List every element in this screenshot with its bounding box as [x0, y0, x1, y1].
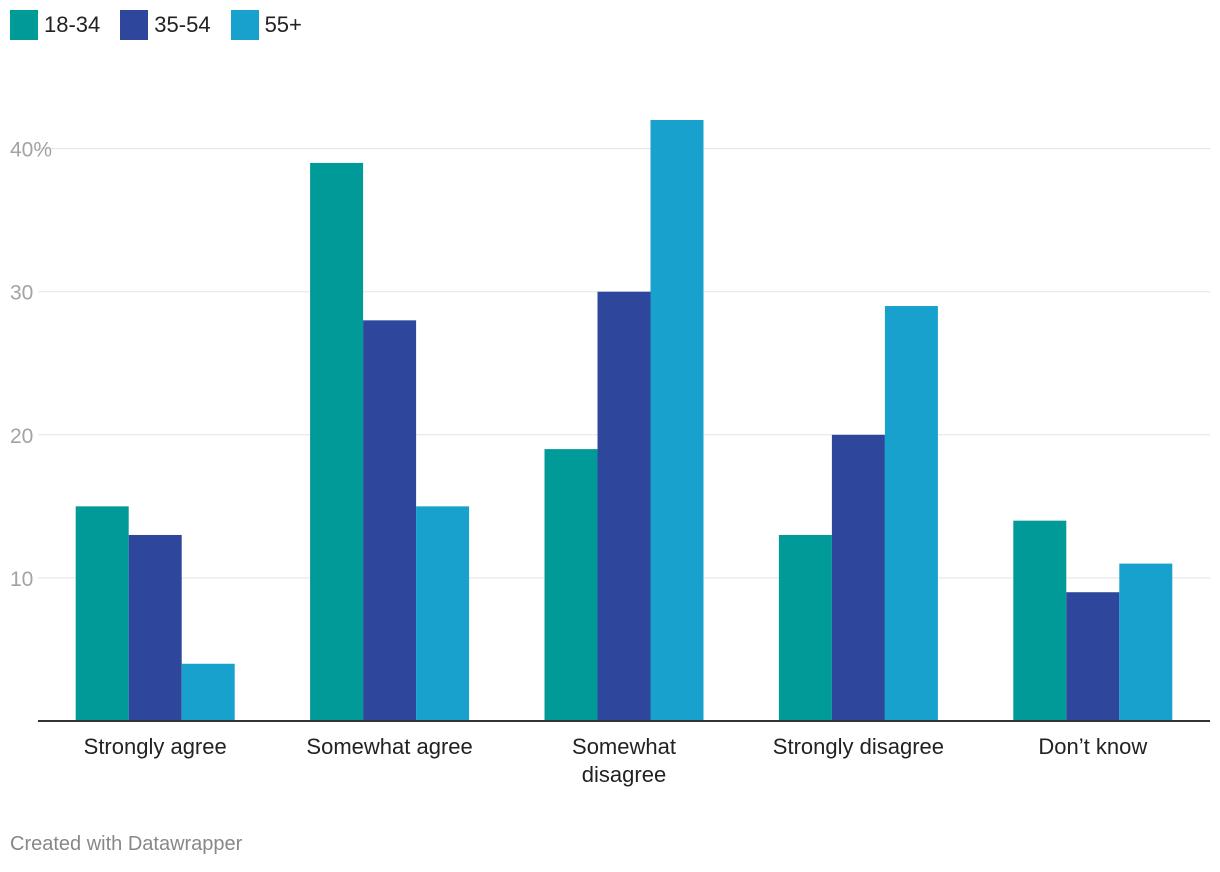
bar-55-plus-cat-4 — [1119, 563, 1173, 721]
x-category-label: Strongly agree — [84, 734, 227, 759]
bar-18-34-cat-2 — [544, 449, 598, 721]
x-category-label: Somewhat agree — [306, 734, 472, 759]
y-tick-label-20: 20 — [10, 425, 33, 448]
bar-18-34-cat-4 — [1013, 520, 1067, 721]
legend-label-35-54: 35-54 — [154, 12, 211, 37]
bar-35-54-cat-3 — [831, 434, 885, 721]
y-tick-label-40: 40% — [10, 139, 52, 162]
bar-18-34-cat-3 — [778, 534, 832, 721]
datawrapper-credit: Created with Datawrapper — [10, 833, 243, 855]
bar-35-54-cat-0 — [128, 534, 182, 721]
bar-35-54-cat-2 — [597, 291, 651, 721]
legend-item-55-plus: 55+ — [230, 10, 302, 40]
bar-35-54-cat-1 — [363, 320, 417, 721]
bar-18-34-cat-1 — [310, 162, 364, 721]
bar-35-54-cat-4 — [1066, 592, 1120, 721]
legend-item-35-54: 35-54 — [120, 10, 211, 40]
legend-swatch-35-54 — [120, 10, 149, 40]
bar-55-plus-cat-0 — [181, 663, 235, 721]
bar-55-plus-cat-2 — [650, 120, 704, 721]
legend-swatch-18-34 — [10, 10, 38, 40]
bar-55-plus-cat-1 — [416, 506, 470, 721]
bar-55-plus-cat-3 — [884, 306, 938, 721]
y-tick-label-30: 30 — [10, 282, 33, 305]
x-category-label: Strongly disagree — [773, 734, 944, 759]
legend-item-18-34: 18-34 — [10, 10, 100, 40]
x-category-label: Don’t know — [1038, 734, 1147, 759]
chart-legend: 18-34 35-54 55+ — [10, 10, 302, 40]
legend-label-18-34: 18-34 — [44, 12, 101, 37]
x-category-label: Somewhat disagree — [572, 734, 676, 787]
bar-18-34-cat-0 — [75, 506, 129, 721]
legend-label-55-plus: 55+ — [264, 12, 302, 37]
legend-swatch-55-plus — [230, 10, 259, 40]
y-tick-label-10: 10 — [10, 568, 33, 591]
